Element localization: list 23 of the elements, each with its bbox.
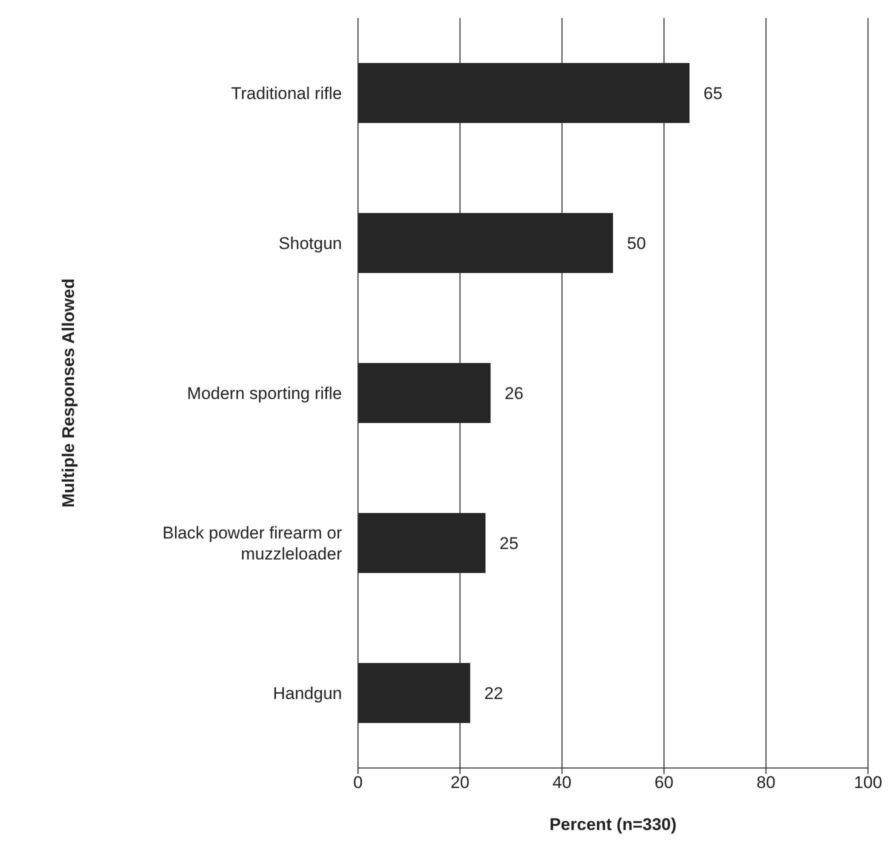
y-axis-title: Multiple Responses Allowed bbox=[59, 278, 78, 508]
data-label: 26 bbox=[504, 384, 524, 404]
data-label: 25 bbox=[500, 534, 518, 554]
bar bbox=[358, 213, 613, 273]
y-tick-label: Black powder firearm or muzzleloader bbox=[162, 523, 342, 563]
x-tick-label: 0 bbox=[353, 773, 363, 792]
x-tick-label: 80 bbox=[756, 773, 776, 792]
x-tick-label: 60 bbox=[654, 773, 674, 792]
x-tick-label: 100 bbox=[854, 773, 882, 792]
bar bbox=[358, 363, 491, 423]
bar bbox=[358, 663, 470, 723]
y-tick-label: Modern sporting rifle bbox=[187, 384, 342, 402]
data-label: 22 bbox=[484, 684, 504, 704]
bar bbox=[358, 63, 690, 123]
data-label: 65 bbox=[704, 84, 722, 104]
y-tick-label: Handgun bbox=[272, 684, 342, 702]
y-tick-label: Shotgun bbox=[278, 234, 342, 252]
x-tick-label: 40 bbox=[552, 773, 572, 792]
bar bbox=[358, 513, 486, 573]
x-axis-title: Percent (n=330) bbox=[549, 815, 677, 834]
y-tick-label: Traditional rifle bbox=[231, 84, 342, 102]
x-tick-label: 20 bbox=[450, 773, 470, 792]
data-label: 50 bbox=[627, 234, 646, 254]
